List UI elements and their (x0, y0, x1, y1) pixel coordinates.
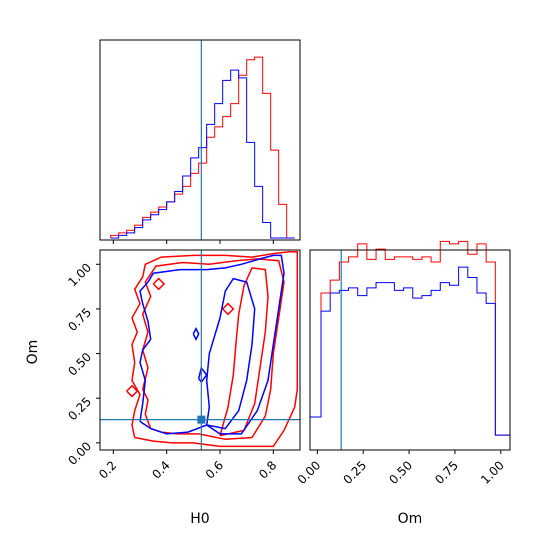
contour-frame (99, 249, 301, 451)
contour-series-1-level-3 (192, 326, 200, 341)
h0-hist-series-group (110, 56, 295, 239)
contour-series-0-level-4 (152, 277, 166, 291)
panel-h0-histogram (99, 39, 301, 244)
y-axis-label-om: Om (25, 340, 41, 365)
h0-hist-xticks (112, 240, 274, 244)
contour-series-0-level-5 (126, 384, 139, 398)
contour-series-group (126, 251, 299, 448)
h0-hist-series-1 (110, 69, 295, 239)
x-axis-label-h0: H0 (190, 511, 209, 527)
contour-series-0-level-0 (131, 251, 299, 448)
om-hist-series-0 (309, 240, 511, 448)
contour-series-1-level-1 (205, 277, 256, 430)
contour-truth-marker (197, 415, 206, 424)
contour-series-0-level-2 (219, 267, 269, 437)
contour-series-0-level-1 (141, 258, 285, 441)
h0-hist-frame (99, 39, 301, 241)
contour-series-1-level-0 (139, 254, 285, 435)
contour-truth-group (100, 250, 300, 450)
om-hist-frame (309, 249, 511, 451)
contour-series-1-level-2 (197, 366, 208, 384)
contour-series-0-level-3 (222, 302, 235, 316)
om-hist-series-1 (309, 266, 511, 448)
om-hist-series-group (309, 240, 511, 448)
x-axis-label-om: Om (398, 511, 423, 527)
h0-hist-series-0 (110, 56, 295, 239)
